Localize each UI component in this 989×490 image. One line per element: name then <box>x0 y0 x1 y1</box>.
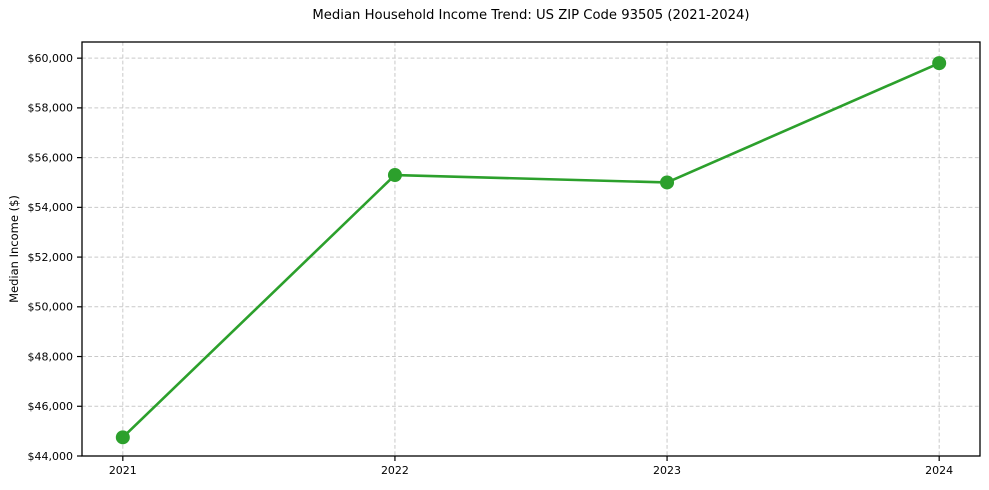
x-tick-label: 2023 <box>653 464 681 477</box>
x-tick-label: 2021 <box>109 464 137 477</box>
y-tick-label: $46,000 <box>28 400 74 413</box>
y-tick-label: $44,000 <box>28 450 74 463</box>
y-tick-label: $54,000 <box>28 201 74 214</box>
x-tick-label: 2024 <box>925 464 953 477</box>
plot-border <box>81 41 981 457</box>
chart-title: Median Household Income Trend: US ZIP Co… <box>312 8 750 23</box>
y-tick-label: $52,000 <box>28 251 74 264</box>
y-tick-label: $60,000 <box>28 52 74 65</box>
y-tick-label: $50,000 <box>28 301 74 314</box>
data-point-2023 <box>660 175 675 190</box>
data-point-2021 <box>115 430 130 445</box>
income-trend-line <box>121 61 941 439</box>
y-tick-label: $56,000 <box>28 151 74 164</box>
data-point-2024 <box>932 56 947 71</box>
y-tick-label: $48,000 <box>28 350 74 363</box>
data-point-2022 <box>387 168 402 183</box>
y-tick-label: $58,000 <box>28 102 74 115</box>
x-tick-label: 2022 <box>381 464 409 477</box>
